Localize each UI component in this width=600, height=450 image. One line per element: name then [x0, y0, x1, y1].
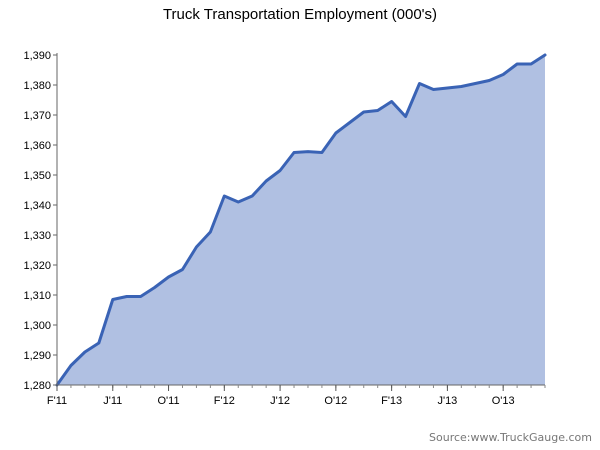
x-tick-label: F'13	[381, 395, 402, 407]
y-tick-label: 1,310	[23, 290, 51, 302]
source-note: Source:www.TruckGauge.com	[429, 431, 592, 444]
x-tick-label: J'11	[103, 395, 122, 407]
area-fill	[57, 55, 545, 385]
x-tick-label: J'13	[437, 395, 457, 407]
y-tick-label: 1,280	[23, 380, 51, 392]
y-tick-label: 1,290	[23, 350, 51, 362]
x-tick-label: O'11	[158, 395, 180, 407]
y-tick-label: 1,330	[23, 230, 51, 242]
y-tick-label: 1,340	[23, 200, 51, 212]
y-tick-label: 1,390	[23, 50, 51, 62]
y-tick-label: 1,370	[23, 110, 51, 122]
y-tick-label: 1,360	[23, 140, 51, 152]
y-tick-label: 1,380	[23, 80, 51, 92]
x-tick-label: O'13	[492, 395, 515, 407]
x-tick-label: J'12	[270, 395, 290, 407]
x-tick-label: F'12	[214, 395, 235, 407]
chart-title: Truck Transportation Employment (000's)	[162, 6, 438, 23]
y-tick-label: 1,320	[23, 260, 51, 272]
series-line	[55, 53, 547, 387]
y-tick-label: 1,300	[23, 320, 51, 332]
y-tick-label: 1,350	[23, 170, 51, 182]
x-tick-label: O'12	[324, 395, 347, 407]
x-tick-label: F'11	[47, 395, 67, 407]
